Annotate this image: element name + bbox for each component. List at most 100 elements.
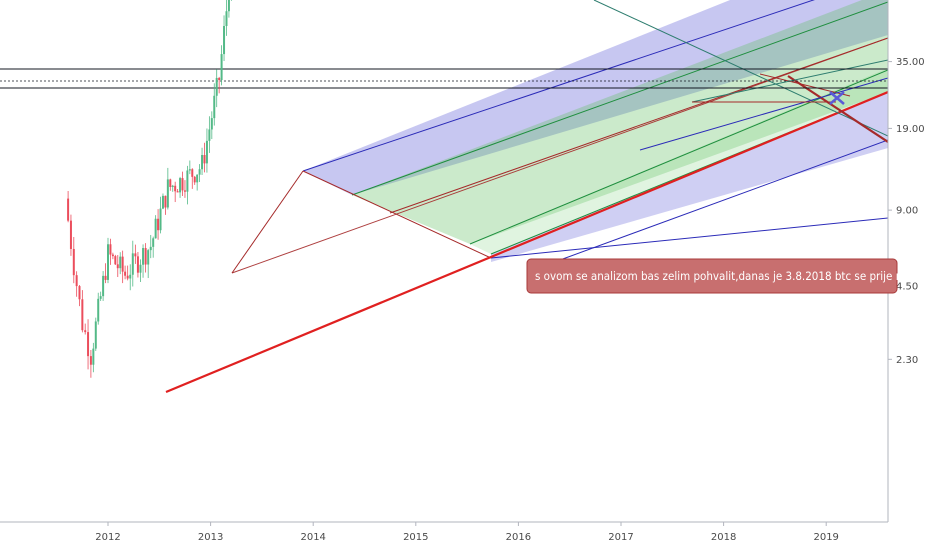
candle-body <box>183 190 186 192</box>
candle-body <box>126 275 129 279</box>
candle-body <box>129 274 132 279</box>
candle-body <box>159 208 162 231</box>
candle-body <box>87 332 90 357</box>
pitchfork-lower-outer-line <box>490 217 888 259</box>
pitchfork-outer-lower-zone <box>491 92 888 262</box>
candle-body <box>161 195 164 209</box>
candle-body <box>89 356 92 365</box>
candle-body <box>225 11 228 26</box>
candle-body <box>139 264 142 273</box>
x-tick-label: 2018 <box>711 532 736 543</box>
candle-body <box>179 178 182 193</box>
candle-body <box>84 330 87 333</box>
candle-body <box>188 169 191 171</box>
candle-body <box>181 178 184 191</box>
y-tick-label: 4.50 <box>896 281 918 292</box>
candle-body <box>227 0 230 12</box>
candle-body <box>78 286 81 300</box>
candle-body <box>144 248 147 265</box>
candle-body <box>94 321 97 349</box>
candle-body <box>97 298 100 322</box>
pitchfork-inner-upper-zone <box>352 0 888 244</box>
y-tick-label: 2.30 <box>896 355 918 366</box>
diagonal-resistance-line <box>593 0 888 137</box>
candle-body <box>201 155 204 170</box>
x-tick-label: 2019 <box>813 532 838 543</box>
candle-body <box>171 185 174 187</box>
candle-body <box>164 195 167 208</box>
pitchfork-upper-inner-line <box>351 1 888 196</box>
candle-body <box>220 54 223 81</box>
candle-body <box>152 238 155 247</box>
y-axis-ticks[interactable]: 32000.0016000.002000.001000.00500.00260.… <box>888 0 932 366</box>
candle-body <box>104 275 107 280</box>
candle-body <box>191 169 194 177</box>
candle-body <box>136 256 139 273</box>
pitchfork-inner-lower-zone <box>470 68 888 254</box>
candle-body <box>174 185 177 192</box>
candle-body <box>107 244 109 280</box>
candle-body <box>102 275 105 297</box>
long-term-support-trendline <box>165 90 888 394</box>
candle-body <box>124 271 127 276</box>
candle-body <box>149 246 152 251</box>
candle-body <box>75 275 78 287</box>
candle-body <box>208 129 211 141</box>
pitchfork-back-line <box>231 170 304 274</box>
x-tick-label: 2016 <box>506 532 531 543</box>
x-tick-label: 2012 <box>95 532 120 543</box>
candlestick-series <box>67 0 232 378</box>
descending-arrow-line <box>787 75 888 143</box>
candle-body <box>218 77 221 81</box>
candle-body <box>205 140 208 164</box>
candle-body <box>142 248 145 265</box>
pitchfork-median-line <box>389 37 888 214</box>
candle-body <box>147 250 150 265</box>
candle-body <box>157 218 160 231</box>
candle-body <box>121 256 124 272</box>
candle-body <box>72 248 75 276</box>
y-tick-label: 9.00 <box>896 206 918 217</box>
pitchfork-upper-outer-line <box>302 0 815 172</box>
pitchfork-drawing[interactable] <box>231 0 888 380</box>
pitchfork-outer-upper-zone <box>303 0 888 195</box>
annotation-callout[interactable]: s ovom se analizom bas zelim pohvalit,da… <box>526 258 932 294</box>
candle-body <box>114 256 117 265</box>
candle-body <box>169 179 172 187</box>
candle-body <box>193 176 196 183</box>
candle-body <box>154 218 157 239</box>
candle-body <box>213 95 216 119</box>
candle-body <box>99 296 102 299</box>
candle-body <box>67 198 70 221</box>
triangle-lower-line-b <box>639 77 888 151</box>
candle-body <box>81 299 84 331</box>
trend-lines[interactable] <box>0 0 888 394</box>
x-axis-ticks[interactable]: 2012 2013 2014 2015 2016 2017 2018 2019 <box>95 522 839 543</box>
candle-body <box>134 253 137 257</box>
candle-body <box>223 25 226 55</box>
candle-body <box>186 170 189 192</box>
triangle-upper-line <box>759 73 851 97</box>
x-tick-label: 2015 <box>403 532 428 543</box>
x-tick-label: 2014 <box>300 532 325 543</box>
x-tick-label: 2013 <box>198 532 223 543</box>
y-tick-label: 35.00 <box>896 57 925 68</box>
pitchfork-handle-line <box>302 170 492 259</box>
annotation-box <box>526 258 898 294</box>
convergence-marker[interactable] <box>829 91 845 105</box>
candle-body <box>131 253 134 275</box>
candle-body <box>166 179 169 208</box>
annotation-text: s ovom se analizom bas zelim pohvalit,da… <box>535 269 932 283</box>
candle-body <box>210 118 213 130</box>
x-tick-label: 2017 <box>608 532 633 543</box>
pitchfork-lower-inner-line <box>469 69 888 245</box>
candle-body <box>119 256 122 269</box>
candle-body <box>69 220 72 249</box>
candle-body <box>196 174 199 183</box>
candle-body <box>198 169 201 175</box>
y-tick-label: 19.00 <box>896 124 925 135</box>
pitchfork-base-line <box>231 37 888 274</box>
candle-body <box>116 264 119 269</box>
candle-body <box>111 254 114 257</box>
